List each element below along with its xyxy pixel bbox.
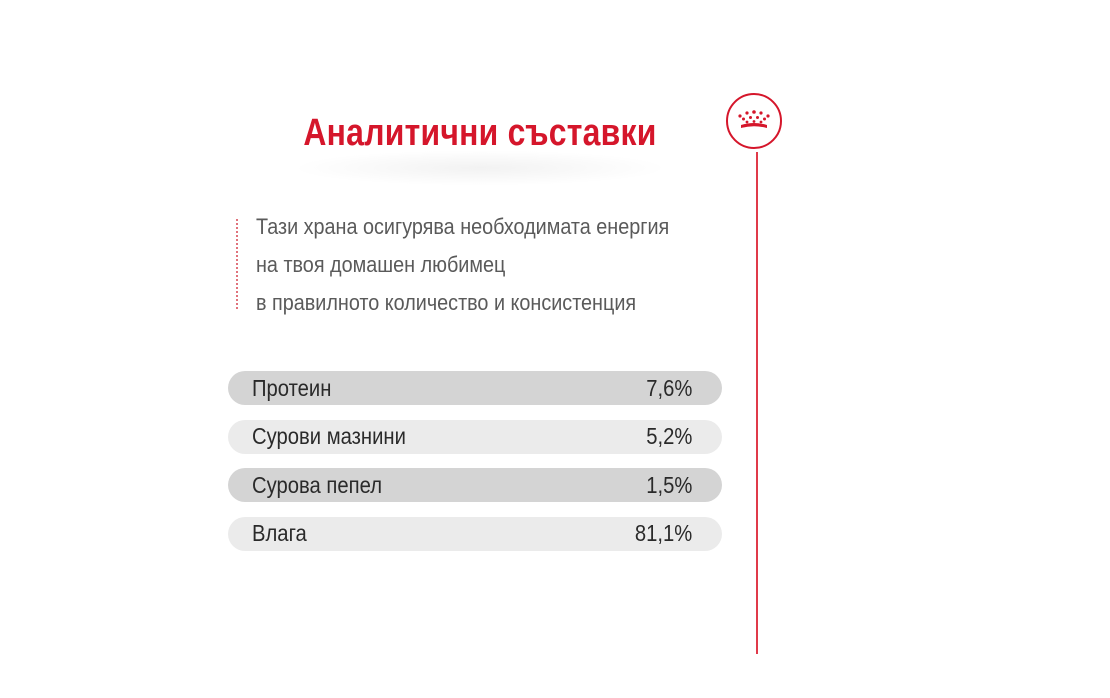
description: Тази храна осигурява необходимата енерги… — [256, 208, 715, 322]
analytics-label: Сурова пепел — [252, 471, 383, 498]
analytics-row-fat: Сурови мазнини 5,2% — [228, 419, 722, 454]
analytics-row-moisture: Влага 81,1% — [228, 516, 722, 551]
analytics-value: 81,1% — [634, 520, 692, 546]
analytics-label: Влага — [252, 520, 307, 546]
description-line: в правилното количество и консистенция — [256, 290, 637, 315]
timeline-badge — [726, 93, 782, 149]
crown-icon — [738, 110, 770, 128]
analytics-value: 7,6% — [645, 374, 692, 401]
title-shadow — [290, 150, 670, 186]
analytics-value: 5,2% — [645, 423, 692, 449]
description-dotted-marker — [236, 219, 238, 309]
analytics-label: Протеин — [252, 374, 332, 401]
timeline-line — [756, 152, 758, 654]
description-line: Тази храна осигурява необходимата енерги… — [256, 214, 670, 239]
analytics-table: Протеин 7,6% Сурови мазнини 5,2% Сурова … — [228, 371, 722, 565]
section-title: Аналитични съставки — [303, 112, 657, 154]
analytics-row-protein: Протеин 7,6% — [228, 371, 722, 405]
description-line: на твоя домашен любимец — [256, 252, 506, 277]
analytics-value: 1,5% — [645, 471, 692, 498]
analytics-label: Сурови мазнини — [252, 423, 406, 449]
analytics-row-ash: Сурова пепел 1,5% — [228, 468, 722, 502]
